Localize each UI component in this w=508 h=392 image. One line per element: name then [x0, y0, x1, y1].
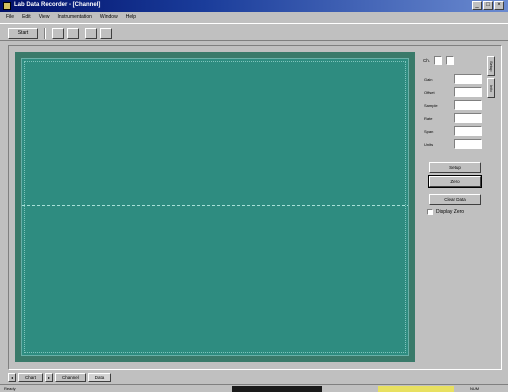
menu-window[interactable]: Window	[99, 14, 118, 20]
field-row-units: Units	[424, 139, 482, 149]
setup-button[interactable]: Setup	[429, 162, 481, 173]
field-label: Span	[424, 128, 434, 134]
channel-color-box[interactable]	[446, 56, 455, 65]
new-file-icon[interactable]	[52, 28, 64, 39]
window-title: Lab Data Recorder - [Channel]	[14, 2, 101, 8]
plot-frame	[15, 52, 415, 362]
display-zero-checkbox[interactable]	[427, 209, 433, 215]
side-tab-setup[interactable]: Setup	[487, 56, 495, 76]
status-indicator-dark	[232, 386, 322, 392]
open-file-icon[interactable]	[67, 28, 79, 39]
workspace: Ch. Gain Offset Sample Rate Span Units	[8, 45, 502, 370]
rate-input[interactable]	[454, 113, 482, 123]
status-bar: Ready NUM	[0, 384, 508, 392]
tab-data[interactable]: Data	[87, 372, 112, 382]
menu-edit[interactable]: Edit	[22, 14, 31, 20]
display-zero-label: Display Zero	[436, 209, 465, 215]
channel-selector[interactable]	[434, 56, 443, 65]
clear-data-button[interactable]: Clear Data	[429, 194, 481, 205]
chart-plot-area[interactable]	[21, 58, 409, 356]
status-right-text: NUM	[470, 386, 480, 391]
field-label: Gain	[424, 76, 433, 82]
field-label: Units	[424, 141, 434, 147]
close-button[interactable]: ×	[494, 1, 504, 10]
field-row-gain: Gain	[424, 74, 482, 84]
plot-grid-border	[24, 61, 406, 353]
menu-file[interactable]: File	[6, 14, 15, 20]
field-label: Sample	[424, 102, 438, 108]
app-icon[interactable]	[3, 2, 11, 10]
channel-panel: Ch. Gain Offset Sample Rate Span Units	[421, 52, 497, 362]
gain-input[interactable]	[454, 74, 482, 84]
menu-instrumentation[interactable]: Instrumentation	[57, 14, 92, 20]
plot-zero-line	[22, 205, 408, 206]
display-zero-row: Display Zero	[427, 209, 464, 215]
panel-header-label: Ch.	[423, 58, 431, 63]
minimize-button[interactable]: _	[472, 1, 482, 10]
menu-bar: File Edit View Instrumentation Window He…	[0, 12, 508, 22]
window-controls: _ □ ×	[472, 1, 504, 10]
status-indicator-yellow	[378, 386, 454, 392]
status-text: Ready	[4, 386, 16, 391]
field-row-sample: Sample	[424, 100, 482, 110]
menu-help[interactable]: Help	[125, 14, 136, 20]
start-button[interactable]: Start	[8, 28, 38, 39]
print-icon[interactable]	[85, 28, 97, 39]
menu-view[interactable]: View	[38, 14, 50, 20]
panel-header: Ch.	[423, 56, 455, 65]
title-bar[interactable]: Lab Data Recorder - [Channel] _ □ ×	[0, 0, 508, 12]
sheet-tabs: ◂ Chart ▸ Channel Data	[8, 372, 113, 382]
side-tab-info[interactable]: Info	[487, 78, 495, 98]
field-row-offset: Offset	[424, 87, 482, 97]
offset-input[interactable]	[454, 87, 482, 97]
span-input[interactable]	[454, 126, 482, 136]
chart-icon[interactable]	[100, 28, 112, 39]
tab-channel[interactable]: Channel	[55, 372, 86, 382]
field-row-span: Span	[424, 126, 482, 136]
units-input[interactable]	[454, 139, 482, 149]
tab-scroll-left-icon[interactable]: ◂	[8, 372, 16, 382]
field-label: Offset	[424, 89, 435, 95]
maximize-button[interactable]: □	[483, 1, 493, 10]
field-label: Rate	[424, 115, 433, 121]
tab-chart[interactable]: Chart	[18, 372, 44, 382]
side-tabs: Setup Info	[487, 56, 495, 100]
toolbar: Start	[0, 23, 508, 41]
sample-input[interactable]	[454, 100, 482, 110]
field-row-rate: Rate	[424, 113, 482, 123]
toolbar-separator	[44, 28, 46, 39]
zero-button[interactable]: Zero	[428, 175, 482, 188]
tab-scroll-right-icon[interactable]: ▸	[45, 372, 54, 382]
